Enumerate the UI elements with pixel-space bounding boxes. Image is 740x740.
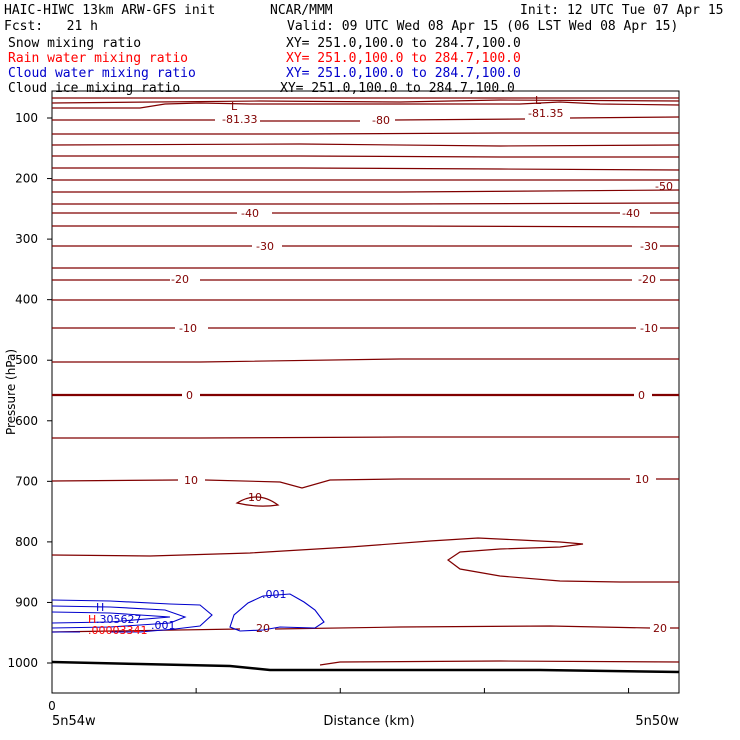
y-tick-label: 900 (15, 595, 38, 609)
low-center-label: L (231, 100, 238, 113)
low-center-label: -81.35 (528, 107, 563, 120)
contour-line (52, 225, 680, 228)
contour-label: -80 (372, 114, 390, 127)
contour-label: -10 (179, 322, 197, 335)
contour-label: 0 (186, 389, 193, 402)
field-xy-rain: XY= 251.0,100.0 to 284.7,100.0 (286, 51, 521, 66)
low-center-label: L (535, 94, 542, 107)
contour-label: -10 (640, 322, 658, 335)
init-time: Init: 12 UTC Tue 07 Apr 15 (520, 3, 724, 18)
temperature-contours (51, 97, 680, 666)
rain-labels: H.00003341 (88, 613, 148, 637)
y-tick-label: 700 (15, 474, 38, 488)
contour-label: 10 (184, 474, 198, 487)
org-label: NCAR/MMM (270, 3, 333, 18)
contour-line (319, 660, 680, 666)
contour-line (51, 478, 679, 489)
rain-label: .00003341 (88, 624, 148, 637)
contour-line (52, 167, 680, 171)
contour-line (51, 537, 679, 583)
y-axis-label: Pressure (hPa) (4, 349, 18, 435)
contour-line (52, 101, 680, 109)
cloud-water-label: .305627 (96, 613, 142, 626)
y-tick-label: 400 (15, 293, 38, 307)
contour-line (51, 99, 680, 104)
contour-label: -50 (655, 180, 673, 193)
contour-line (51, 599, 213, 633)
cloud-water-label: .001 (262, 588, 287, 601)
y-tick-label: 100 (15, 111, 38, 125)
x-right-location: 5n50w (635, 714, 679, 729)
contour-line (51, 625, 679, 633)
plot-frame (51, 90, 680, 694)
cloud-water-labels: H.305627 .001 .001 (96, 588, 287, 632)
field-xy-cloud-ice: XY= 251.0,100.0 to 284.7,100.0 (280, 81, 515, 96)
contour-label: -20 (638, 273, 656, 286)
cloud-water-label: H (96, 601, 104, 614)
contour-line (52, 358, 679, 363)
y-tick-label: 300 (15, 232, 38, 246)
contour-label: -30 (640, 240, 658, 253)
field-name-cloud-ice: Cloud ice mixing ratio (8, 81, 181, 96)
y-tick-label: 600 (15, 414, 38, 428)
contour-label: 20 (256, 622, 270, 635)
x-left-location: 5n54w (52, 714, 96, 729)
terrain-line (51, 660, 680, 674)
field-name-cloud-water: Cloud water mixing ratio (8, 66, 196, 81)
forecast-hour: Fcst: 21 h (4, 19, 98, 34)
contour-line (229, 593, 325, 632)
contour-line (235, 496, 280, 507)
contour-line (52, 202, 680, 205)
x-axis (51, 688, 630, 693)
y-tick-label: 200 (15, 172, 38, 186)
contour-label: 20 (653, 622, 667, 635)
contour-label: -40 (622, 207, 640, 220)
contour-line (51, 605, 187, 629)
contour-label: -30 (256, 240, 274, 253)
contour-line (52, 155, 679, 158)
contour-line (51, 611, 171, 624)
field-xy-cloud-water: XY= 251.0,100.0 to 284.7,100.0 (286, 66, 521, 81)
contour-line (52, 436, 679, 439)
temperature-labels: L-81.33 -80L-81.35-50-40 -40-30 -30-20 -20-1… (171, 94, 673, 635)
field-xy-snow: XY= 251.0,100.0 to 284.7,100.0 (286, 36, 521, 51)
y-tick-label: 500 (15, 353, 38, 367)
contour-line (52, 132, 679, 135)
contour-line (52, 116, 680, 122)
valid-time: Valid: 09 UTC Wed 08 Apr 15 (06 LST Wed … (287, 19, 679, 34)
model-title: HAIC-HIWC 13km ARW-GFS init (4, 3, 216, 18)
field-name-rain: Rain water mixing ratio (8, 51, 189, 66)
y-axis: 100 200 300 400 500 600 700 800 900 1000 (7, 111, 52, 670)
contour-line (51, 143, 680, 147)
field-name-snow: Snow mixing ratio (8, 36, 142, 51)
contour-label: 10 (635, 473, 649, 486)
contour-label: 10 (248, 491, 262, 504)
x-axis-label: Distance (km) (323, 714, 414, 729)
cloud-water-contours (51, 593, 325, 633)
rain-label: H (88, 613, 96, 626)
contour-label: -40 (241, 207, 259, 220)
contour-label: -20 (171, 273, 189, 286)
x-tick-label: 0 (48, 699, 56, 713)
contour-line (52, 189, 680, 193)
y-tick-label: 800 (15, 535, 38, 549)
y-tick-label: 1000 (7, 656, 38, 670)
cloud-water-label: .001 (151, 619, 176, 632)
contour-label: 0 (638, 389, 645, 402)
low-center-label: -81.33 (222, 113, 257, 126)
